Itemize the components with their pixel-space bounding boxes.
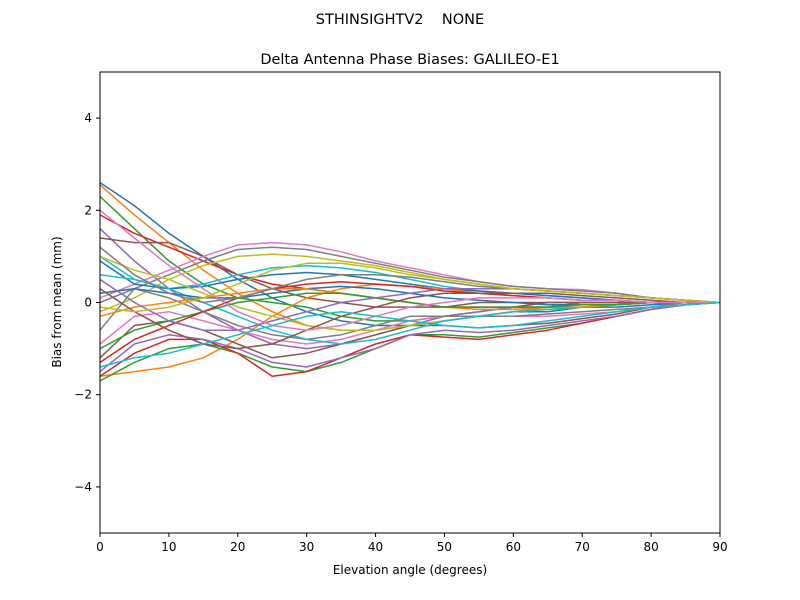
- x-tick-label: 40: [368, 540, 383, 554]
- x-tick-label: 0: [96, 540, 104, 554]
- x-axis-ticks: 0 10 20 30 40 50 60 70 80 90: [96, 533, 728, 554]
- series-line-30: [99, 301, 721, 368]
- y-tick-label: −4: [74, 480, 92, 494]
- x-tick-label: 70: [575, 540, 590, 554]
- series-lines: [99, 181, 721, 382]
- series-line-27: [99, 209, 720, 331]
- x-tick-label: 60: [506, 540, 521, 554]
- series-line-8: [99, 246, 721, 304]
- y-tick-label: 4: [84, 111, 92, 125]
- x-tick-label: 50: [437, 540, 452, 554]
- x-tick-label: 10: [161, 540, 176, 554]
- y-axis-label: Bias from mean (mm): [50, 236, 64, 367]
- figure-suptitle: STHINSIGHTV2 NONE: [316, 12, 484, 28]
- y-tick-label: 0: [84, 296, 92, 310]
- y-axis-ticks: −4 −2 0 2 4: [74, 111, 100, 494]
- series-line-29: [99, 262, 721, 313]
- series-line-15: [99, 301, 721, 373]
- x-axis-label: Elevation angle (degrees): [333, 563, 487, 577]
- y-tick-label: −2: [74, 388, 92, 402]
- x-tick-label: 80: [643, 540, 658, 554]
- x-tick-label: 20: [230, 540, 245, 554]
- y-tick-label: 2: [84, 203, 92, 217]
- x-tick-label: 90: [712, 540, 727, 554]
- chart-title: Delta Antenna Phase Biases: GALILEO-E1: [260, 52, 559, 68]
- x-tick-label: 30: [299, 540, 314, 554]
